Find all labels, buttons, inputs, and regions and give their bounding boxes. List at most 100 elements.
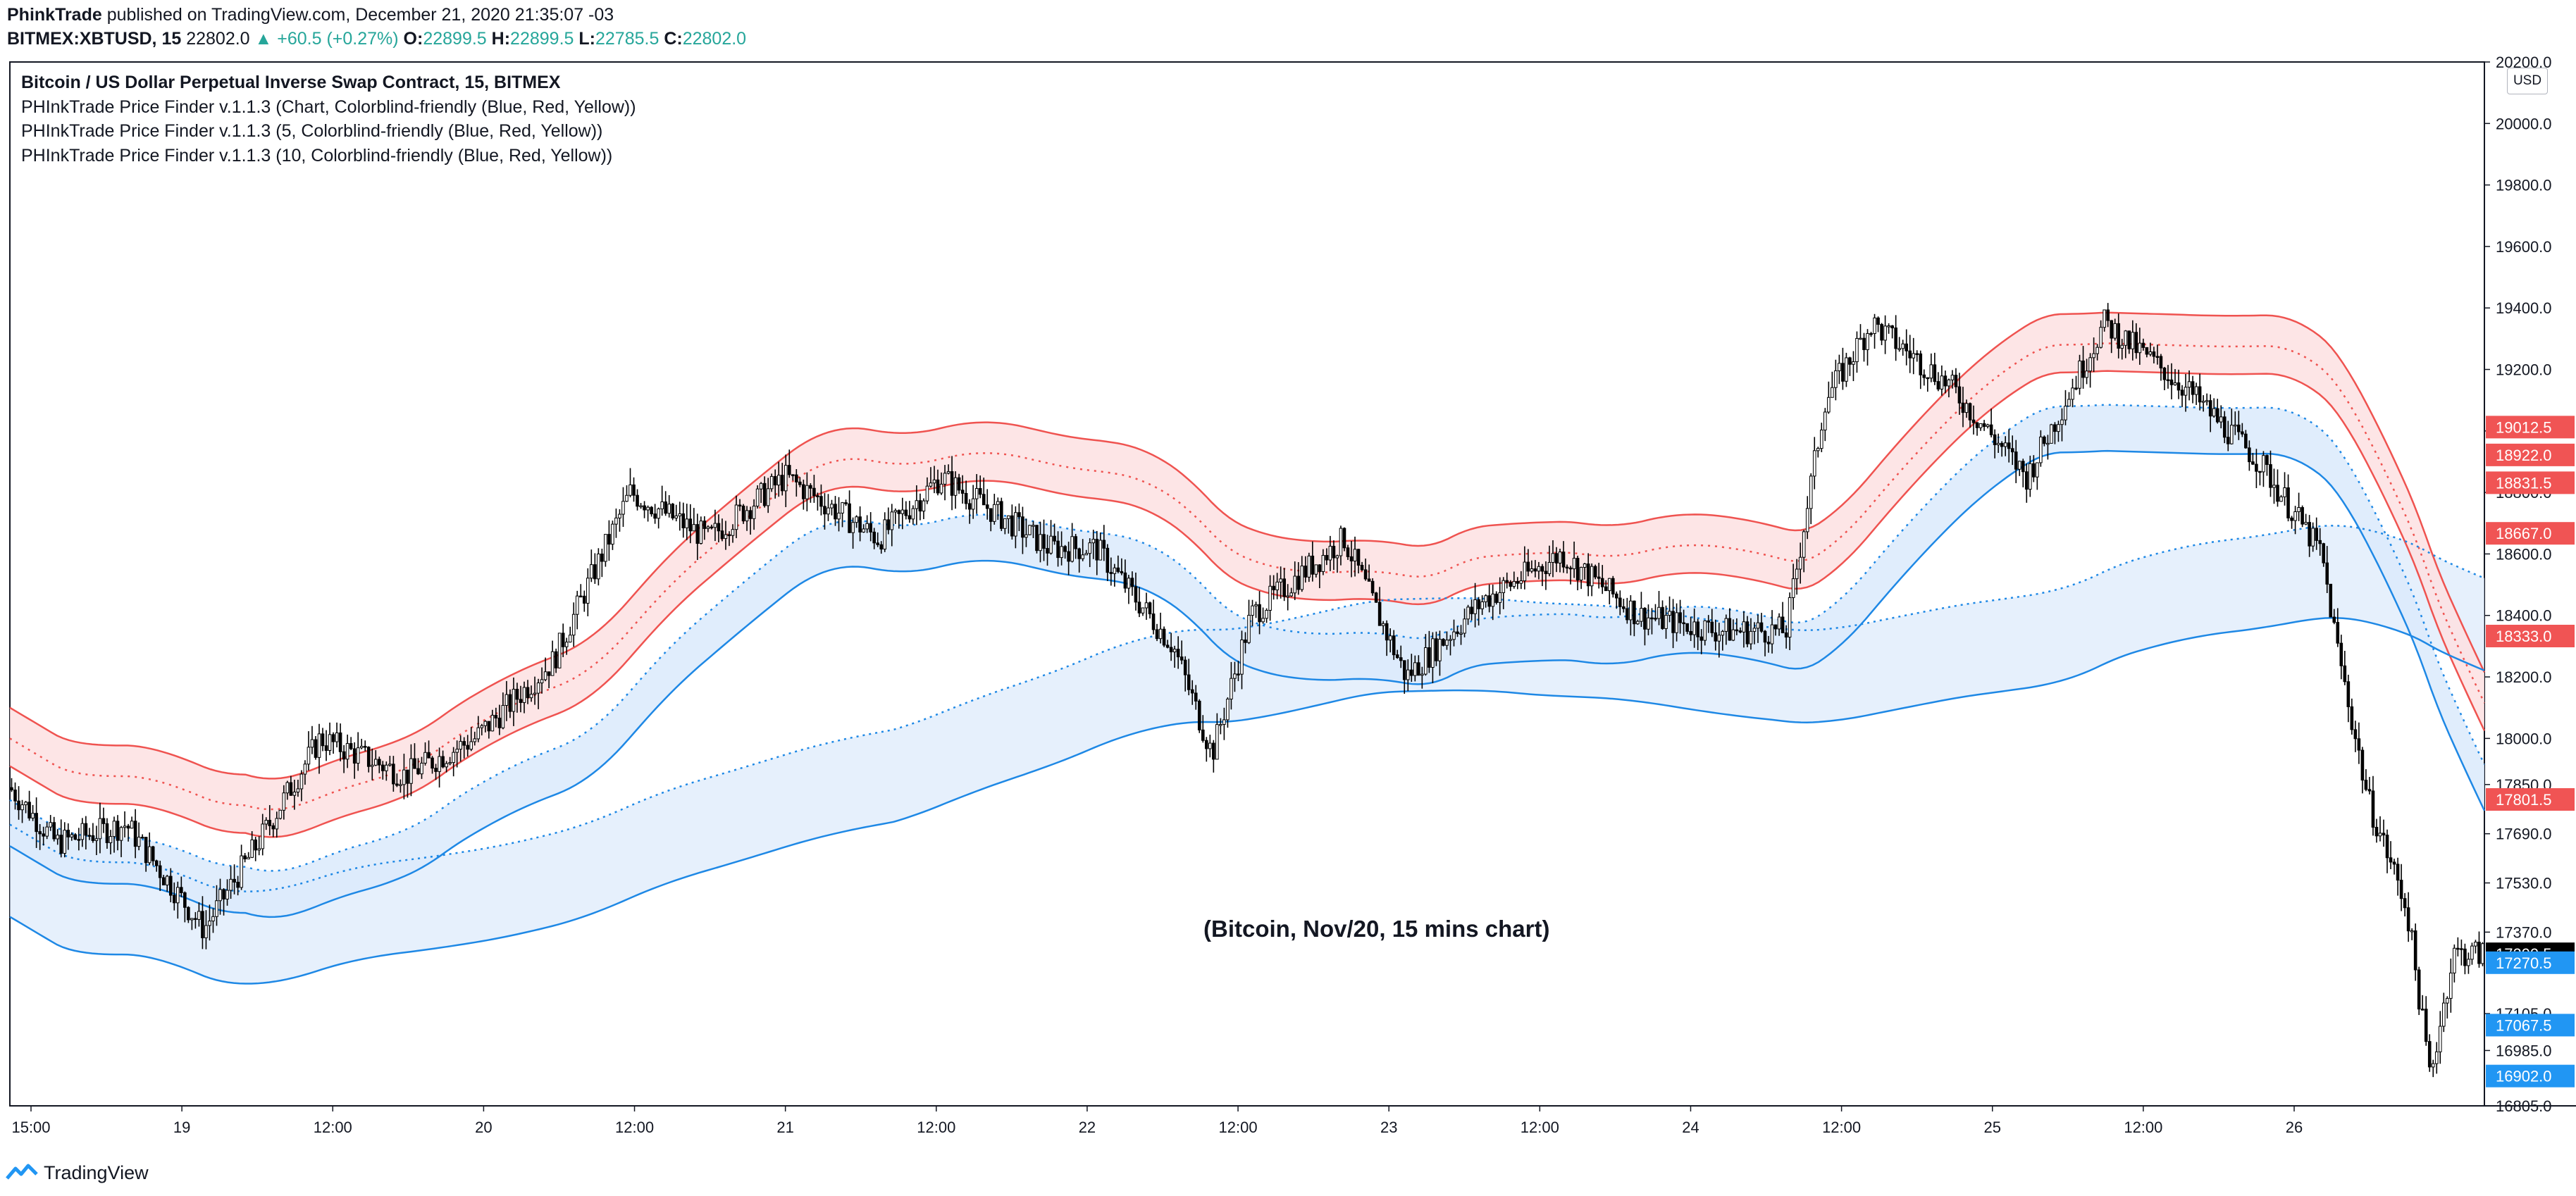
candle-body <box>1950 375 1955 380</box>
candle-body <box>1318 564 1322 572</box>
candle-body <box>1084 553 1089 556</box>
high-value: 22899.5 <box>510 29 574 49</box>
candle-body <box>2434 1051 2439 1064</box>
candle-body <box>1165 644 1170 648</box>
legend-indicator-3[interactable]: PHInkTrade Price Finder v.1.1.3 (10, Col… <box>21 145 613 166</box>
candle-body <box>2198 386 2202 403</box>
candle-body <box>1593 566 1597 578</box>
candle-body <box>702 521 707 529</box>
candle-body <box>215 900 218 917</box>
candle-body <box>1897 348 1901 350</box>
candle-body <box>1668 611 1671 616</box>
candle-body <box>2385 835 2389 859</box>
candle-body <box>1873 317 1876 335</box>
candle-body <box>172 895 176 904</box>
candle-body <box>261 823 265 849</box>
candle-body <box>2311 528 2315 547</box>
candle-body <box>2322 543 2326 563</box>
candle-body <box>2403 898 2407 909</box>
candle-body <box>611 523 614 545</box>
candle-body <box>1388 635 1392 641</box>
candle-body <box>1770 624 1774 644</box>
candle-body <box>285 782 290 794</box>
candle-body <box>1258 604 1261 623</box>
candle-body <box>385 764 388 771</box>
candle-body <box>2399 880 2403 899</box>
candle-body <box>2248 447 2251 463</box>
price-tick-label: 18200.0 <box>2496 668 2552 686</box>
candle-body <box>1894 328 1897 349</box>
candle-body <box>395 783 399 786</box>
candle-body <box>2036 462 2039 478</box>
candle-body <box>855 516 858 523</box>
candle-body <box>628 484 632 496</box>
candle-body <box>1063 546 1067 552</box>
candle-body <box>1699 636 1704 641</box>
time-tick-label: 19 <box>173 1119 190 1136</box>
candle-body <box>328 734 332 751</box>
candle-body <box>2244 433 2248 449</box>
candle-body <box>2410 930 2414 933</box>
candle-body <box>2474 942 2477 947</box>
candle-body <box>466 745 470 750</box>
candle-body <box>1583 563 1587 568</box>
currency-button[interactable]: USD <box>2507 68 2548 94</box>
candle-body <box>2024 471 2029 490</box>
time-tick-label: 20 <box>475 1119 492 1136</box>
candle-body <box>35 813 38 833</box>
candle-body <box>1377 602 1382 626</box>
candle-body <box>1788 597 1792 638</box>
candle-body <box>706 526 710 529</box>
candle-body <box>1568 567 1573 570</box>
author[interactable]: PhinkTrade <box>7 5 102 25</box>
price-label-box <box>2486 1014 2575 1037</box>
candle-body <box>2286 487 2290 518</box>
price-tick-label: 18600.0 <box>2496 545 2552 563</box>
tradingview-logo-icon[interactable] <box>6 1163 38 1183</box>
candle-body <box>1544 571 1548 575</box>
candle-body <box>1629 600 1633 621</box>
candle-body <box>957 477 961 491</box>
price-label-text: 17270.5 <box>2496 954 2552 972</box>
candle-body <box>1887 325 1890 328</box>
candle-body <box>144 837 148 864</box>
candle-body <box>2021 461 2025 473</box>
candle-body <box>1526 561 1530 572</box>
candle-body <box>1971 419 1976 423</box>
candle-body <box>816 495 819 497</box>
candle-body <box>1254 604 1258 606</box>
candle-body <box>1883 325 1887 341</box>
candle-body <box>738 504 742 506</box>
candle-body <box>865 523 869 530</box>
candle-body <box>87 835 92 837</box>
candle-body <box>490 714 495 732</box>
candle-body <box>1838 363 1841 371</box>
candle-body <box>2329 583 2333 618</box>
legend-indicator-2[interactable]: PHInkTrade Price Finder v.1.1.3 (5, Colo… <box>21 121 603 141</box>
candle-body <box>257 848 261 851</box>
candle-body <box>2255 463 2258 472</box>
candle-body <box>1463 618 1466 634</box>
candle-body <box>939 483 943 494</box>
candle-body <box>2064 406 2067 421</box>
candle-body <box>254 839 257 851</box>
candle-body <box>494 714 498 718</box>
candle-body <box>1021 516 1024 538</box>
candle-body <box>427 752 431 759</box>
candle-body <box>2389 857 2393 863</box>
candle-body <box>911 508 915 520</box>
candle-body <box>303 764 307 775</box>
candle-body <box>1852 361 1855 365</box>
candle-body <box>1961 402 1965 413</box>
candle-body <box>713 523 717 528</box>
candle-body <box>292 791 297 796</box>
candle-body <box>2050 424 2053 444</box>
candle-body <box>1784 632 1788 638</box>
legend-indicator-1[interactable]: PHInkTrade Price Finder v.1.1.3 (Chart, … <box>21 96 636 117</box>
candle-body <box>504 694 509 706</box>
candle-body <box>805 485 809 499</box>
candle-body <box>1845 357 1848 382</box>
candle-body <box>1604 586 1608 592</box>
candle-body <box>1014 512 1017 537</box>
